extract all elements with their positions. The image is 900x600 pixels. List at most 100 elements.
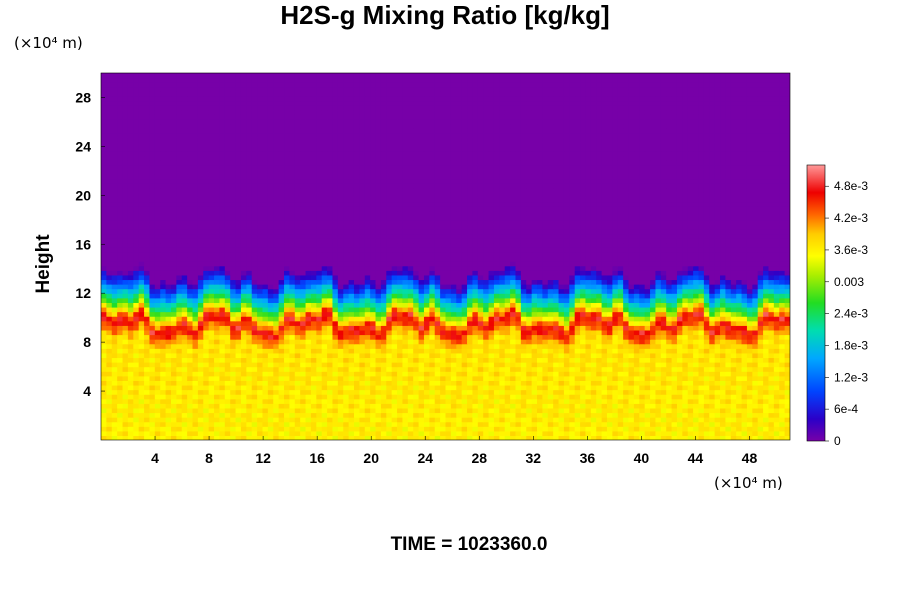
heatmap-cell	[434, 334, 441, 340]
heatmap-cell	[612, 334, 619, 340]
heatmap-cell	[703, 274, 710, 281]
heatmap-cell	[348, 384, 355, 391]
heatmap-cell	[160, 270, 167, 276]
heatmap-cell	[111, 306, 118, 313]
heatmap-cell	[510, 306, 517, 313]
y-axis-unit: (×10⁴ m)	[14, 34, 83, 52]
heatmap-cell	[337, 389, 344, 395]
heatmap-cell	[472, 302, 479, 308]
heatmap-cell	[407, 398, 414, 404]
heatmap-cell	[784, 421, 790, 427]
heatmap-cell	[289, 265, 296, 271]
heatmap-cell	[402, 325, 409, 331]
heatmap-cell	[111, 394, 118, 400]
heatmap-cell	[300, 261, 307, 267]
heatmap-cell	[429, 311, 436, 317]
heatmap-cell	[359, 426, 366, 432]
heatmap-cell	[687, 403, 694, 409]
heatmap-cell	[472, 435, 479, 440]
heatmap-cell	[418, 389, 425, 395]
heatmap-cell	[531, 366, 538, 372]
heatmap-cell	[746, 339, 753, 345]
heatmap-cell	[483, 348, 490, 354]
heatmap-cell	[520, 284, 527, 290]
heatmap-cell	[763, 389, 770, 395]
heatmap-cell	[413, 293, 420, 299]
heatmap-cell	[736, 279, 743, 285]
heatmap-cell	[590, 274, 597, 281]
heatmap-cell	[736, 371, 743, 377]
heatmap-cell	[224, 316, 231, 322]
heatmap-cell	[445, 293, 452, 299]
heatmap-cell	[617, 270, 624, 276]
heatmap-cell	[757, 279, 764, 285]
heatmap-cell	[714, 403, 721, 409]
heatmap-cell	[294, 384, 301, 391]
heatmap-cell	[214, 284, 221, 290]
heatmap-cell	[773, 435, 780, 440]
heatmap-cell	[294, 316, 301, 322]
heatmap-cell	[547, 384, 554, 391]
heatmap-cell	[407, 343, 414, 349]
heatmap-cell	[703, 435, 710, 440]
heatmap-cell	[671, 284, 678, 290]
heatmap-cell	[773, 384, 780, 391]
heatmap-cell	[666, 297, 673, 303]
heatmap-cell	[563, 412, 570, 418]
heatmap-cell	[154, 325, 161, 331]
heatmap-cell	[289, 407, 296, 414]
heatmap-cell	[752, 426, 759, 432]
heatmap-cell	[176, 384, 183, 391]
heatmap-cell	[402, 417, 409, 423]
heatmap-cell	[203, 421, 210, 427]
heatmap-cell	[300, 375, 307, 381]
heatmap-cell	[720, 421, 726, 427]
heatmap-cell	[230, 366, 237, 372]
heatmap-cell	[154, 398, 161, 404]
heatmap-cell	[149, 261, 156, 267]
heatmap-cell	[483, 302, 490, 308]
heatmap-cell	[203, 430, 210, 437]
heatmap-cell	[574, 306, 581, 313]
heatmap-cell	[203, 302, 210, 308]
heatmap-cell	[214, 311, 221, 317]
heatmap-cell	[456, 311, 463, 317]
heatmap-cell	[402, 261, 409, 267]
heatmap-cell	[133, 375, 140, 381]
heatmap-cell	[639, 297, 646, 303]
heatmap-cell	[278, 284, 285, 290]
heatmap-cell	[477, 320, 484, 326]
heatmap-cell	[461, 329, 468, 336]
heatmap-cell	[117, 325, 124, 331]
heatmap-cell	[569, 306, 576, 313]
heatmap-cell	[230, 362, 237, 368]
heatmap-cell	[628, 362, 635, 368]
heatmap-cell	[262, 412, 269, 418]
heatmap-cell	[375, 389, 382, 395]
heatmap-cell	[144, 279, 151, 285]
heatmap-cell	[569, 430, 576, 437]
heatmap-cell	[423, 384, 430, 391]
heatmap-cell	[736, 389, 743, 395]
heatmap-cell	[310, 426, 317, 432]
heatmap-cell	[251, 306, 258, 313]
heatmap-cell	[644, 306, 651, 313]
heatmap-cell	[101, 334, 107, 340]
heatmap-cell	[434, 426, 441, 432]
heatmap-cell	[353, 371, 360, 377]
heatmap-cell	[779, 398, 786, 404]
heatmap-cell	[515, 265, 522, 271]
heatmap-cell	[106, 352, 113, 359]
heatmap-cell	[510, 371, 517, 377]
heatmap-cell	[138, 325, 145, 331]
heatmap-cell	[456, 297, 463, 303]
heatmap-cell	[763, 371, 770, 377]
heatmap-cell	[230, 325, 237, 331]
heatmap-cell	[375, 421, 382, 427]
heatmap-cell	[305, 417, 312, 423]
heatmap-cell	[386, 398, 393, 404]
heatmap-cell	[144, 348, 151, 354]
heatmap-cell	[461, 384, 468, 391]
heatmap-cell	[219, 380, 226, 386]
heatmap-cell	[154, 261, 161, 267]
